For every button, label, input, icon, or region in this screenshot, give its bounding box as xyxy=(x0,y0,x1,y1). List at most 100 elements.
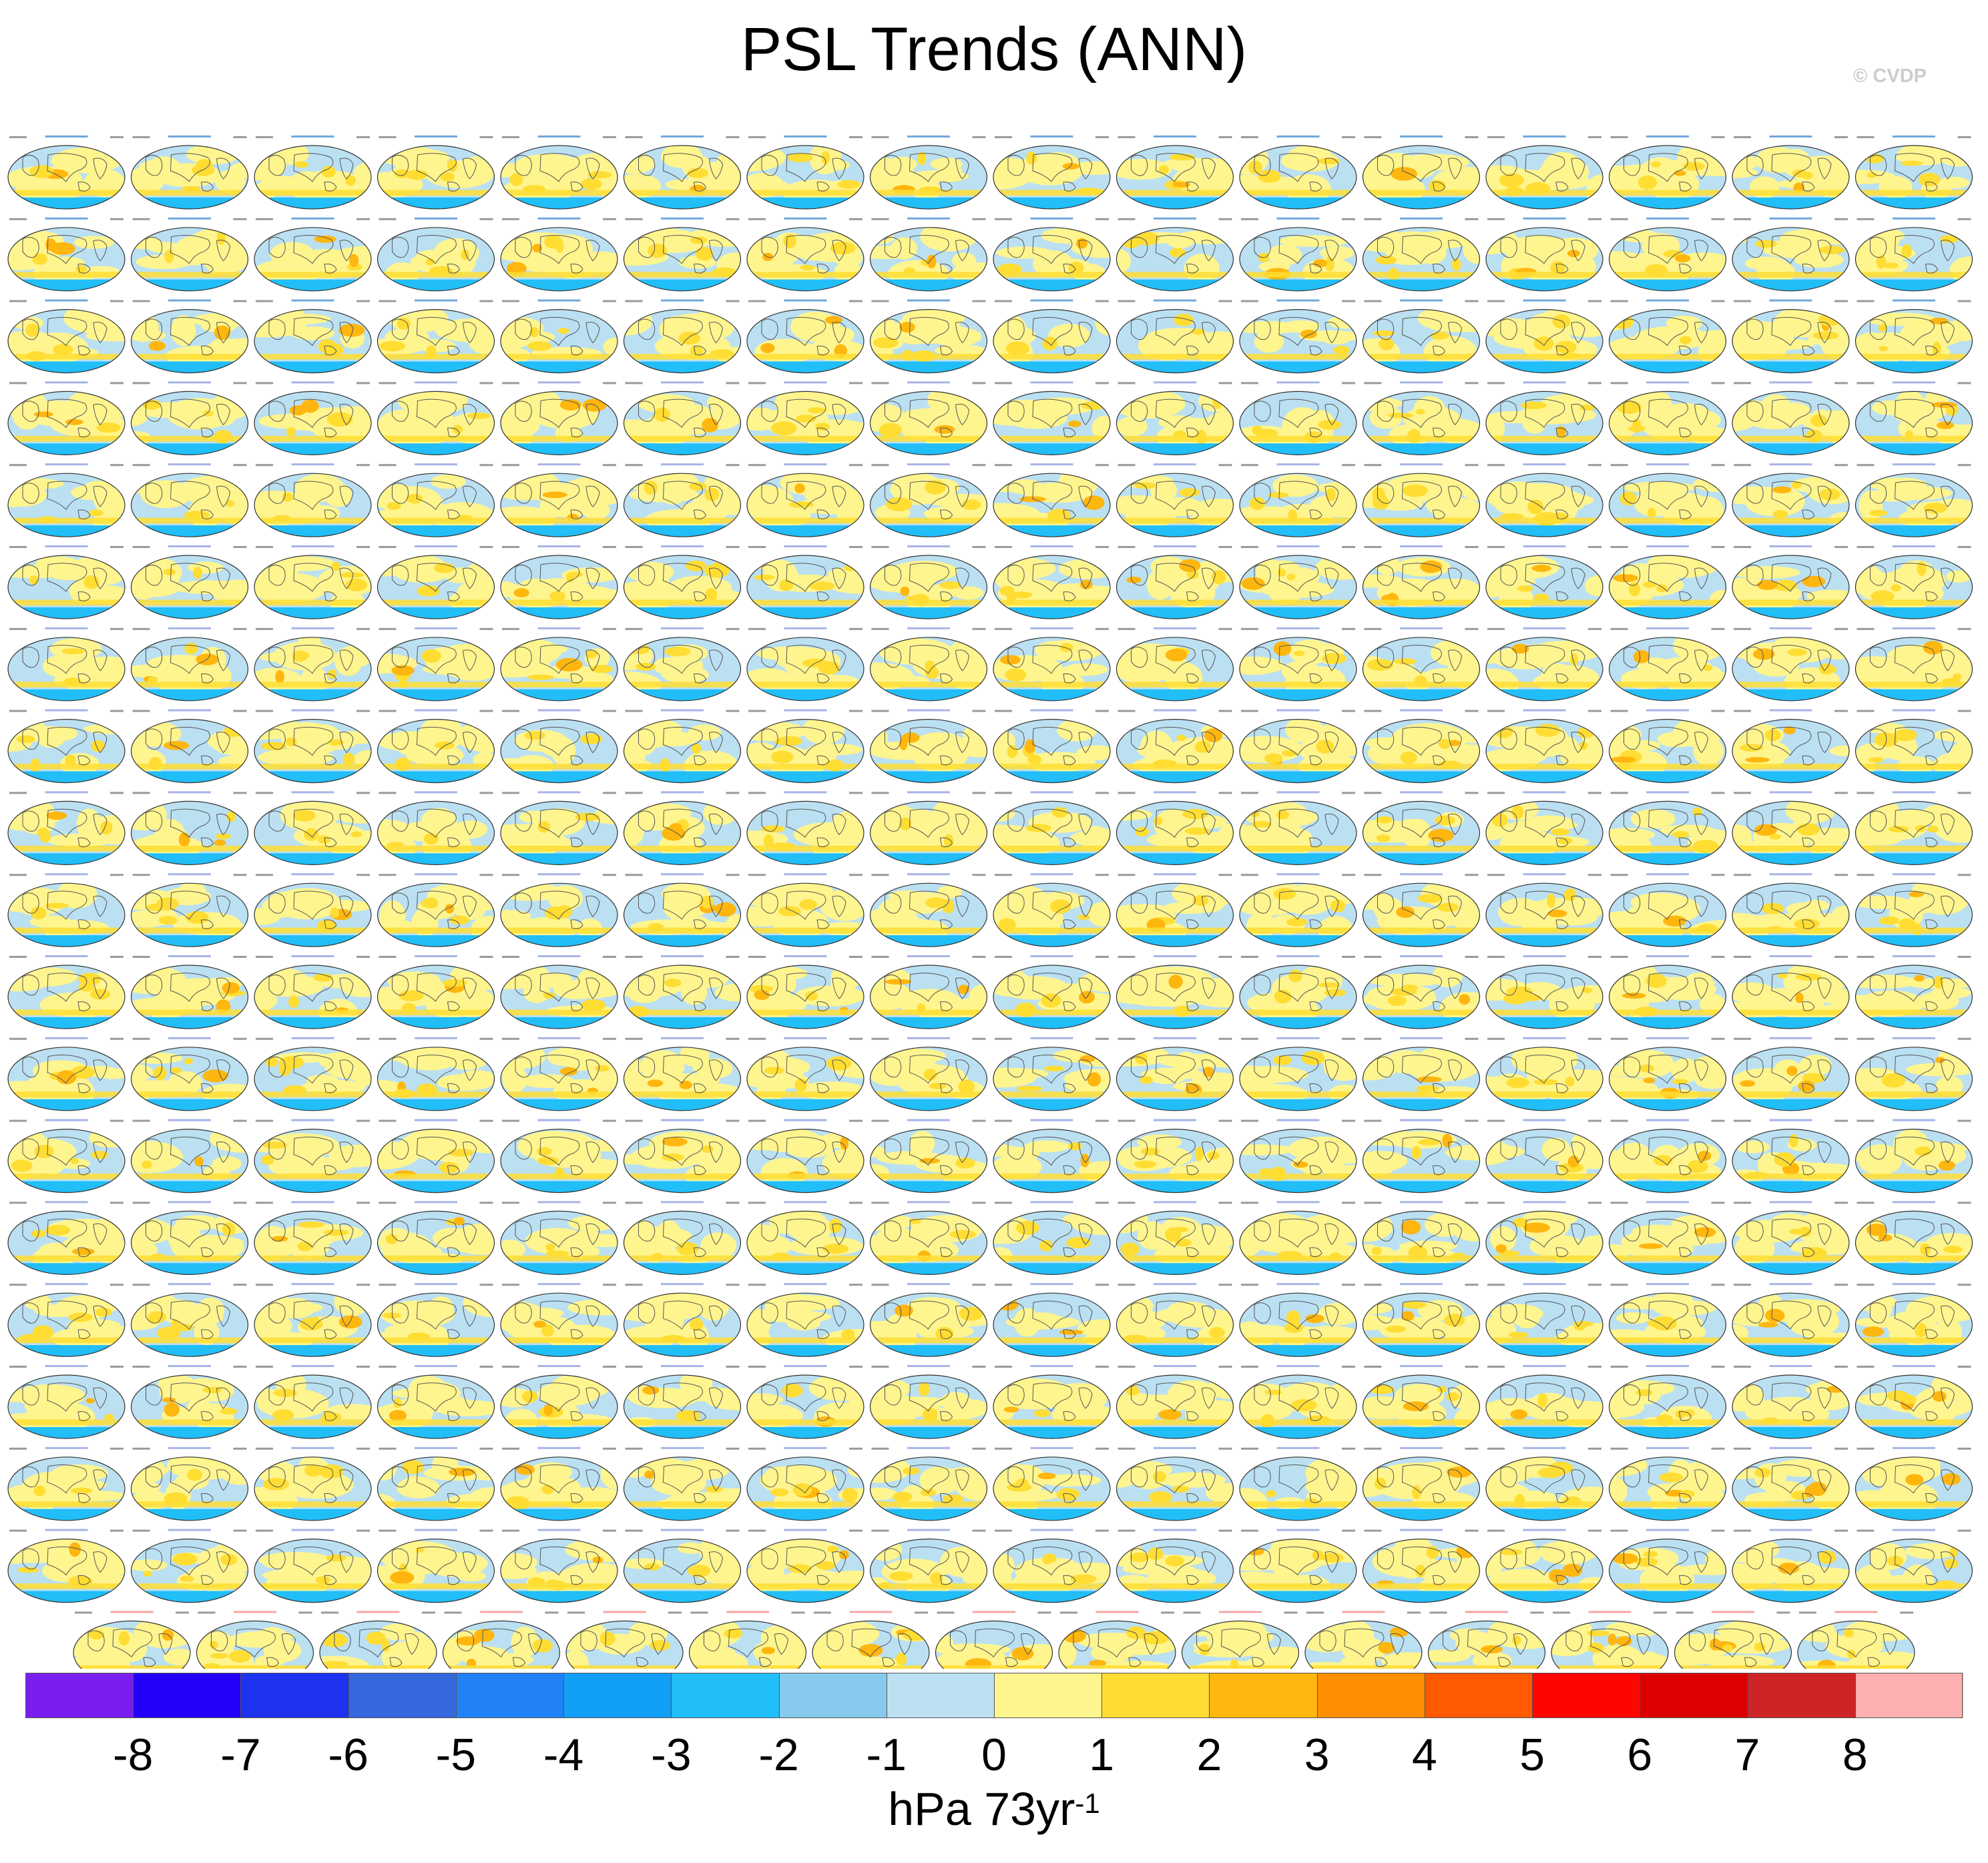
coastline xyxy=(1078,158,1093,180)
trend-band-antarctic xyxy=(1240,443,1356,455)
trend-region-strong-positive xyxy=(1555,340,1577,354)
coastline xyxy=(93,813,107,836)
panel-period-label xyxy=(1117,464,1136,467)
coastline xyxy=(447,182,461,192)
trend-region-positive xyxy=(824,326,855,344)
coastline xyxy=(1063,509,1076,520)
trend-region-positive xyxy=(176,1215,221,1230)
panel-title xyxy=(1893,381,1935,384)
coastline xyxy=(638,892,656,914)
coastline xyxy=(1186,837,1200,848)
coastline xyxy=(1131,318,1148,340)
panel-title xyxy=(168,1119,211,1121)
panel-stat-label xyxy=(356,546,370,548)
trend-band-southern-midlat xyxy=(870,1009,987,1016)
trend-band-southern-midlat xyxy=(1609,435,1726,442)
map-panel xyxy=(993,955,1111,1029)
coastline xyxy=(1771,808,1812,838)
trend-region-strong-positive xyxy=(1567,250,1580,258)
trend-region-positive xyxy=(794,985,864,1007)
trend-band-southern-midlat xyxy=(8,1009,125,1016)
coastline xyxy=(832,322,846,344)
panel-title xyxy=(1893,791,1935,794)
map-panel xyxy=(993,545,1111,619)
panel-period-label xyxy=(1364,1202,1382,1204)
coastline xyxy=(816,427,830,438)
trend-region-strong-positive xyxy=(779,579,794,591)
trend-region-positive xyxy=(1254,330,1284,353)
coastline xyxy=(909,726,949,756)
coastline xyxy=(1555,755,1569,766)
trend-region-positive xyxy=(1499,584,1533,614)
trend-band-southern-midlat xyxy=(377,682,495,688)
panel-title xyxy=(1400,463,1443,466)
coastline xyxy=(324,345,337,356)
trend-band-antarctic xyxy=(1116,689,1234,701)
panel-period-label xyxy=(502,136,519,138)
coastline xyxy=(1817,403,1832,426)
trend-band-southern-midlat xyxy=(1240,845,1356,852)
trend-region-strong-positive xyxy=(417,585,440,597)
panel-stat-label xyxy=(1095,218,1109,220)
trend-region-positive xyxy=(1905,1063,1973,1077)
coastline xyxy=(1746,236,1764,258)
panel-period-label xyxy=(1241,382,1258,384)
trend-region-strong-positive xyxy=(447,159,458,172)
coastline xyxy=(1278,808,1319,838)
panel-stat-label xyxy=(1095,300,1109,302)
panel-title xyxy=(168,463,211,466)
map-panel xyxy=(1239,1201,1357,1276)
trend-band-antarctic xyxy=(377,607,495,619)
trend-region-strong-positive xyxy=(824,316,842,324)
trend-region-strong-positive xyxy=(788,152,813,163)
trend-region-positive xyxy=(334,646,362,676)
coastline xyxy=(1078,567,1093,589)
coastline xyxy=(1254,483,1271,504)
coastline xyxy=(170,153,210,182)
panel-title xyxy=(1030,136,1073,138)
trend-region-strong-positive xyxy=(1134,482,1156,489)
trend-band-southern-midlat xyxy=(1362,435,1480,442)
coastline xyxy=(909,808,949,838)
panel-stat-label xyxy=(233,1202,247,1204)
coastline xyxy=(1377,483,1395,504)
trend-region-strong-positive xyxy=(1000,655,1021,665)
panel-stat-label xyxy=(603,1119,616,1122)
coastline xyxy=(170,726,210,756)
panel-border xyxy=(377,390,495,456)
coastline xyxy=(22,728,39,750)
coastline xyxy=(1324,322,1339,344)
coastline xyxy=(1771,563,1812,592)
trend-region-positive xyxy=(1204,411,1234,441)
panel-stat-label xyxy=(972,464,986,467)
panel-period-label xyxy=(1734,382,1751,384)
panel-period-label xyxy=(1734,956,1751,958)
panel-border xyxy=(1485,473,1603,537)
panel-stat-label xyxy=(1711,956,1725,958)
trend-region-positive xyxy=(1622,481,1696,494)
map-panel xyxy=(7,381,126,456)
panel-border xyxy=(1854,800,1973,866)
panel-period-label xyxy=(871,382,889,384)
coastline xyxy=(1432,182,1446,192)
panel-title xyxy=(537,873,581,876)
trend-region-positive xyxy=(1508,819,1578,831)
coastline xyxy=(268,728,286,750)
trend-region-strong-positive xyxy=(1277,568,1286,577)
panel-stat-label xyxy=(1095,1119,1109,1122)
coastline xyxy=(662,890,703,920)
trend-band-southern-midlat xyxy=(624,764,741,770)
map-panel xyxy=(1239,627,1357,702)
panel-period-label xyxy=(1856,1119,1875,1122)
trend-region-strong-positive xyxy=(1135,1052,1148,1065)
trend-region-positive xyxy=(378,148,450,167)
panel-period-label xyxy=(9,1202,27,1204)
panel-stat-label xyxy=(1342,382,1355,384)
coastline xyxy=(816,345,830,356)
panel-border xyxy=(254,800,372,866)
trend-band-antarctic xyxy=(501,279,617,291)
panel-period-label xyxy=(379,464,397,467)
panel-period-label xyxy=(132,956,150,958)
trend-region-strong-positive xyxy=(37,827,49,838)
trend-region-strong-positive xyxy=(1643,1077,1656,1083)
